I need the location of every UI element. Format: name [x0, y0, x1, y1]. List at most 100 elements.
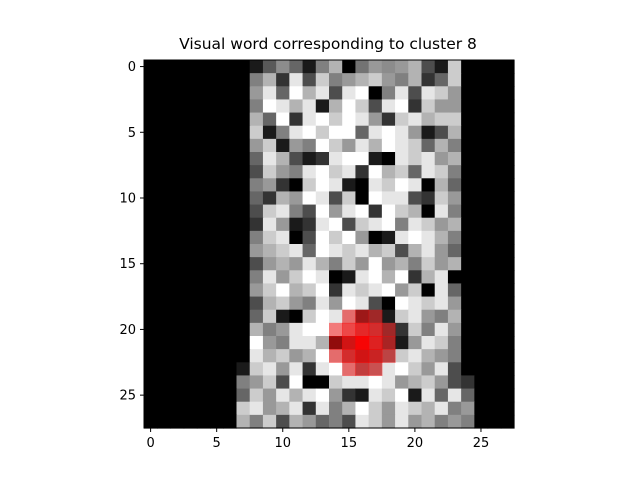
y-tick-label: 5: [128, 126, 136, 141]
heatmap-cell: [368, 296, 383, 311]
heatmap-cell: [487, 336, 502, 350]
heatmap-cell: [329, 99, 343, 114]
heatmap-cell: [474, 296, 489, 311]
heatmap-cell: [210, 309, 224, 324]
heatmap-cell: [447, 309, 462, 324]
heatmap-cell: [421, 375, 436, 390]
heatmap-cell: [487, 112, 502, 127]
heatmap-cell: [355, 125, 370, 140]
heatmap-cell: [144, 362, 158, 377]
heatmap-cell: [302, 204, 317, 219]
heatmap-cell: [183, 230, 198, 245]
heatmap-cell: [289, 99, 304, 114]
heatmap-cell: [157, 388, 172, 403]
heatmap-cell: [236, 178, 251, 193]
heatmap-cell: [289, 257, 304, 271]
heatmap-cell: [329, 244, 343, 258]
heatmap-cell: [408, 244, 423, 258]
heatmap-cell: [408, 401, 423, 416]
heatmap-cell: [474, 191, 489, 206]
heatmap-cell: [342, 86, 357, 101]
heatmap-cell: [249, 138, 264, 153]
heatmap-cell: [276, 191, 290, 206]
y-tick-label: 25: [119, 389, 136, 404]
heatmap-cell: [157, 322, 172, 337]
heatmap-cell: [487, 270, 502, 285]
heatmap-cell: [183, 165, 198, 179]
heatmap-cell: [289, 244, 304, 258]
heatmap-cell: [342, 99, 357, 114]
axes-frame: [143, 59, 515, 429]
heatmap-cell: [474, 349, 489, 363]
heatmap-cell: [381, 230, 396, 245]
heatmap-cell: [196, 60, 211, 74]
heatmap-cell: [223, 349, 238, 363]
heatmap-cell: [170, 336, 185, 350]
heatmap-cell: [461, 60, 475, 74]
heatmap-cell: [157, 401, 172, 416]
heatmap-cell: [170, 138, 185, 153]
heatmap-cell: [289, 296, 304, 311]
heatmap-cell: [368, 283, 383, 298]
heatmap-cell: [236, 336, 251, 350]
heatmap-cell: [408, 375, 423, 390]
heatmap-cell: [447, 270, 462, 285]
heatmap-cell: [276, 375, 290, 390]
heatmap-cell: [236, 375, 251, 390]
heatmap-cell: [302, 230, 317, 245]
heatmap-cell: [236, 270, 251, 285]
heatmap-cell: [342, 152, 357, 166]
heatmap-cell: [474, 125, 489, 140]
highlight-cell: [342, 309, 357, 324]
heatmap-cell: [421, 349, 436, 363]
heatmap-image: [144, 60, 515, 429]
heatmap-cell: [276, 152, 290, 166]
heatmap-cell: [381, 296, 396, 311]
heatmap-cell: [395, 283, 409, 298]
heatmap-cell: [210, 375, 224, 390]
heatmap-cell: [276, 349, 290, 363]
heatmap-cell: [500, 165, 515, 179]
heatmap-cell: [170, 86, 185, 101]
heatmap-cell: [381, 401, 396, 416]
heatmap-cell: [236, 296, 251, 311]
heatmap-cell: [144, 401, 158, 416]
heatmap-cell: [144, 112, 158, 127]
heatmap-cell: [434, 138, 449, 153]
heatmap-cell: [487, 165, 502, 179]
heatmap-cell: [368, 257, 383, 271]
heatmap-cell: [355, 283, 370, 298]
heatmap-cell: [434, 296, 449, 311]
heatmap-cell: [434, 270, 449, 285]
heatmap-cell: [262, 165, 277, 179]
heatmap-cell: [447, 283, 462, 298]
heatmap-cell: [434, 388, 449, 403]
heatmap-cell: [302, 362, 317, 377]
heatmap-cell: [355, 112, 370, 127]
heatmap-cell: [223, 401, 238, 416]
heatmap-cell: [223, 283, 238, 298]
heatmap-cell: [236, 244, 251, 258]
heatmap-cell: [395, 178, 409, 193]
heatmap-cell: [461, 73, 475, 87]
heatmap-cell: [249, 257, 264, 271]
heatmap-cell: [447, 125, 462, 140]
heatmap-cell: [196, 296, 211, 311]
heatmap-cell: [196, 244, 211, 258]
heatmap-cell: [262, 125, 277, 140]
heatmap-cell: [461, 152, 475, 166]
x-tick-label: 25: [473, 436, 490, 451]
heatmap-cell: [302, 178, 317, 193]
heatmap-cell: [210, 165, 224, 179]
heatmap-cell: [368, 230, 383, 245]
heatmap-cell: [183, 270, 198, 285]
heatmap-cell: [236, 125, 251, 140]
heatmap-cell: [223, 414, 238, 429]
heatmap-cell: [144, 296, 158, 311]
heatmap-cell: [249, 152, 264, 166]
heatmap-cell: [315, 230, 330, 245]
heatmap-cell: [315, 204, 330, 219]
heatmap-cell: [381, 178, 396, 193]
heatmap-cell: [329, 257, 343, 271]
heatmap-cell: [329, 165, 343, 179]
